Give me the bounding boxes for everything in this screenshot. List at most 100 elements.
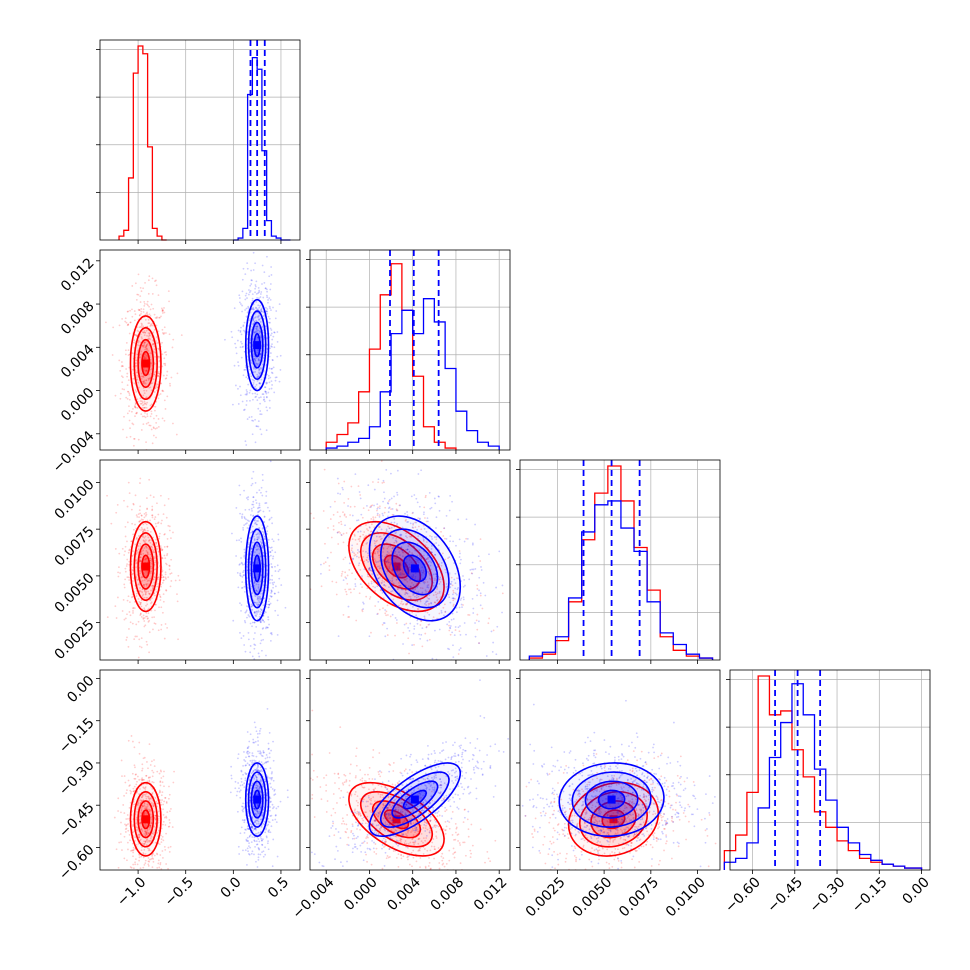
- panel-2-1-series-1-point: [424, 602, 426, 605]
- panel-2-0-series-0-point: [162, 579, 165, 582]
- panel-2-1-series-1-point: [319, 563, 322, 566]
- panel-2-0-series-0-point: [157, 522, 159, 525]
- panel-1-0-series-0-point: [144, 369, 147, 372]
- panel-3-0-series-1-point: [254, 827, 257, 830]
- panel-2-1-series-1-point: [362, 608, 365, 610]
- panel-1-0-series-1-point: [242, 345, 244, 348]
- panel-2-1-series-0-point: [377, 548, 380, 551]
- panel-2-1-series-0-point: [347, 498, 350, 500]
- panel-2-1-series-1-point: [439, 576, 442, 579]
- panel-2-1-series-0-point: [452, 599, 455, 602]
- panel-2-1-series-0-point: [378, 526, 381, 528]
- panel-2-0-series-0-point: [143, 584, 145, 586]
- panel-1-0-series-0-point: [135, 359, 137, 362]
- panel-3-0-series-0-point: [143, 756, 146, 759]
- panel-3-0-series-0-point: [144, 841, 147, 843]
- panel-1-0-series-1-point: [276, 331, 279, 333]
- panel-1-0-series-0-point: [145, 312, 148, 315]
- panel-3-0-series-0-point: [166, 874, 168, 876]
- panel-1-0-series-1-point: [237, 364, 240, 367]
- panel-2-1-series-1-point: [415, 558, 418, 561]
- panel-2-0-series-0-point: [115, 617, 118, 619]
- panel-3-0-series-0-point: [152, 805, 155, 808]
- panel-2-0-series-1-point: [262, 627, 265, 629]
- panel-2-1-series-0-point: [378, 556, 381, 559]
- panel-2-1-series-1-point: [416, 619, 419, 622]
- panel-3-0-series-0-point: [149, 776, 152, 779]
- panel-3-0-series-1-point: [246, 825, 249, 828]
- panel-2-1-series-1-point: [472, 607, 475, 610]
- panel-2-0-series-1-point: [266, 569, 269, 572]
- panel-2-1-series-1-point: [341, 486, 344, 489]
- panel-2-1-series-1-point: [386, 570, 389, 573]
- panel-3-0-series-0-point: [152, 833, 155, 835]
- panel-3-0-series-1-point: [241, 805, 243, 808]
- panel-3-0-series-0-point: [139, 788, 141, 790]
- panel-2-0-series-0-point: [125, 565, 128, 567]
- panel-2-0-series-0-point: [166, 554, 168, 557]
- panel-3-0-series-0-point: [138, 853, 141, 856]
- panel-2-0-series-0-point: [166, 545, 169, 548]
- panel-3-0-series-0-point: [165, 815, 168, 818]
- panel-3-0-series-0-point: [135, 816, 138, 819]
- panel-2-0-series-0-point: [160, 522, 163, 525]
- panel-frame-2-1: [309, 459, 511, 661]
- panel-2-1-series-1-point: [365, 550, 367, 553]
- panel-2-1-series-0-point: [415, 594, 418, 597]
- panel-2-1-series-0-point: [385, 614, 388, 617]
- panel-3-0-series-0-point: [147, 832, 150, 834]
- panel-2-1-series-0-point: [367, 584, 370, 587]
- panel-3-0-series-0-point: [149, 874, 151, 876]
- panel-2-0-series-1-point: [236, 572, 239, 574]
- panel-2-1-series-1-point: [386, 560, 389, 562]
- panel-2-1-content: [310, 460, 504, 660]
- panel-1-0-series-0-point: [148, 322, 151, 325]
- panel-2-1-series-1-point: [358, 562, 361, 565]
- panel-2-1-series-0-point: [373, 542, 376, 545]
- panel-3-0-series-0-point: [149, 810, 151, 813]
- panel-3-0-series-0-point: [154, 883, 156, 885]
- panel-1-0-series-1-point: [249, 389, 252, 392]
- panel-2-0-series-1-point: [261, 494, 264, 497]
- panel-2-0-series-1-point: [271, 522, 274, 525]
- panel-2-1-series-0-point: [365, 534, 368, 537]
- panel-2-0-series-0-point: [161, 574, 164, 577]
- panel-1-0-series-1-point: [255, 395, 258, 398]
- panel-1-0-series-1-point: [271, 367, 274, 370]
- panel-2-0-series-0-point: [154, 522, 157, 525]
- panel-2-1-series-0-point: [332, 513, 335, 516]
- panel-2-1-series-0-point: [408, 595, 410, 598]
- hist-panel-0-series-0-hist: [118, 45, 167, 241]
- panel-2-0-series-1-point: [269, 639, 272, 642]
- panel-2-0-series-0-point: [162, 576, 165, 578]
- panel-2-1-series-1-point: [393, 517, 396, 520]
- panel-2-0-series-0-point: [158, 532, 161, 535]
- panel-2-0-series-0-point: [145, 511, 147, 514]
- panel-2-0-series-0-point: [106, 616, 109, 619]
- panel-3-0-series-0-point: [148, 743, 151, 746]
- panel-2-1-series-1-point: [391, 547, 394, 550]
- panel-1-0-series-1-point: [234, 342, 237, 345]
- panel-2-1-series-1-point: [405, 561, 408, 564]
- panel-3-0-series-0-point: [152, 804, 155, 807]
- panel-3-0-series-0-point: [145, 792, 148, 795]
- panel-3-0-series-1-point: [257, 847, 260, 849]
- panel-2-0-series-0-point: [117, 596, 119, 599]
- panel-3-0-series-0-point: [135, 826, 138, 829]
- panel-1-0-series-1-point: [260, 310, 263, 312]
- panel-1-0-series-0-point: [136, 371, 139, 374]
- panel-1-0-series-1-point: [259, 428, 262, 431]
- panel-2-1-series-1-point: [463, 622, 466, 624]
- panel-2-0-series-0-point: [160, 628, 163, 631]
- panel-2-1-series-1-point: [396, 493, 399, 496]
- panel-2-1-series-1-point: [414, 585, 416, 588]
- panel-2-0-series-0-point: [156, 585, 159, 588]
- panel-2-0-series-1-point: [273, 592, 276, 595]
- panel-1-0-series-0-point: [141, 456, 143, 458]
- panel-2-1-series-0-point: [422, 524, 425, 527]
- panel-3-0-series-1-point: [266, 799, 268, 802]
- panel-2-0-series-0-point: [116, 503, 119, 506]
- panel-2-0-series-1-point: [256, 604, 259, 607]
- panel-3-0-series-0-point: [149, 826, 152, 829]
- panel-2-1-series-0-point: [456, 577, 458, 580]
